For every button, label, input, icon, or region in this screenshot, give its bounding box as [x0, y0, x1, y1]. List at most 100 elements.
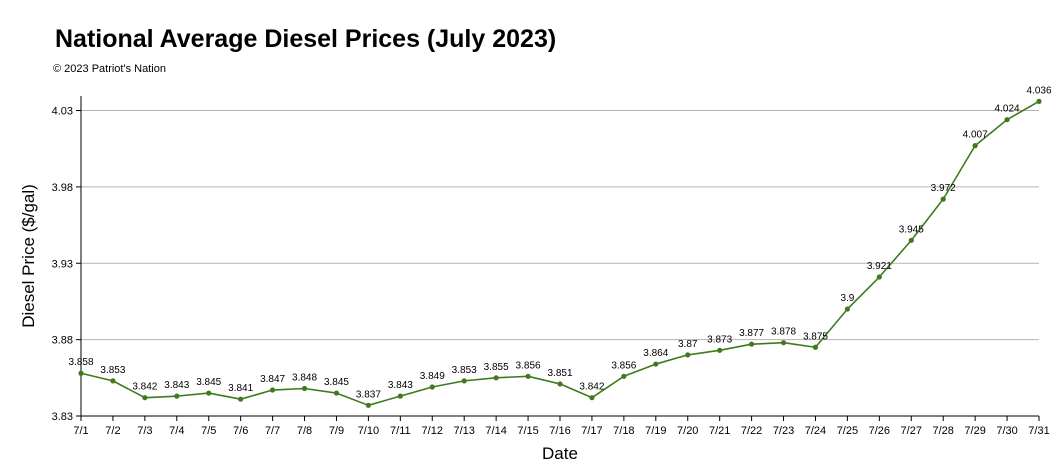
data-label: 3.9 — [840, 293, 854, 304]
axes — [76, 96, 1040, 421]
x-tick-label: 7/28 — [932, 425, 953, 437]
y-axis-title: Diesel Price ($/gal) — [19, 184, 38, 328]
data-point — [365, 402, 371, 408]
x-tick-label: 7/7 — [265, 425, 280, 437]
x-tick-label: 7/3 — [137, 425, 152, 437]
x-tick-label: 7/5 — [201, 425, 216, 437]
data-point — [749, 341, 755, 347]
data-point — [908, 237, 914, 243]
y-tick-label: 3.83 — [52, 411, 73, 423]
data-label: 3.842 — [579, 382, 604, 393]
x-tick-label: 7/11 — [390, 425, 411, 437]
data-label: 3.853 — [100, 365, 125, 376]
data-label: 3.855 — [484, 362, 509, 373]
data-point — [844, 306, 851, 312]
x-tick-label: 7/14 — [485, 425, 506, 437]
data-label: 3.875 — [803, 331, 828, 342]
data-label: 4.036 — [1026, 85, 1051, 96]
x-tick-label: 7/4 — [169, 425, 184, 437]
data-label: 3.945 — [899, 224, 924, 235]
x-tick-label: 7/2 — [105, 425, 120, 437]
data-label: 3.877 — [739, 328, 764, 339]
x-tick-label: 7/26 — [869, 425, 890, 437]
data-label: 3.921 — [867, 261, 892, 272]
data-label: 3.849 — [420, 371, 445, 382]
y-tick-labels: 3.83 3.88 3.93 3.98 4.03 — [52, 106, 73, 423]
data-label: 3.856 — [611, 360, 636, 371]
x-tick-label: 7/19 — [645, 425, 666, 437]
x-tick-label: 7/29 — [964, 425, 985, 437]
data-point — [876, 274, 882, 280]
series-line — [80, 100, 1040, 407]
data-point — [685, 352, 691, 358]
data-label: 3.847 — [260, 374, 285, 385]
chart-title: National Average Diesel Prices (July 202… — [55, 25, 557, 53]
x-tick-labels: 7/1 7/2 7/3 7/4 7/5 7/6 7/7 7/8 7/9 7/10 7/11 7/12 7… — [73, 425, 1049, 437]
data-point — [429, 384, 435, 390]
price-series — [78, 98, 1042, 408]
data-point — [589, 395, 595, 401]
data-point — [110, 378, 116, 384]
data-point — [301, 385, 308, 392]
data-point — [972, 143, 978, 149]
data-label: 3.878 — [771, 327, 796, 338]
data-label: 3.848 — [292, 373, 317, 384]
y-tick-label: 3.93 — [52, 258, 73, 270]
data-point — [238, 396, 244, 402]
data-label: 3.851 — [547, 368, 572, 379]
data-label: 3.873 — [707, 334, 732, 345]
data-point — [525, 373, 531, 379]
data-point — [557, 381, 563, 387]
data-label: 3.842 — [132, 382, 157, 393]
data-point — [333, 390, 340, 396]
chart-subtitle: © 2023 Patriot's Nation — [53, 63, 166, 75]
x-tick-label: 7/8 — [297, 425, 312, 437]
data-point — [812, 344, 819, 350]
data-point — [174, 393, 180, 399]
data-label: 3.864 — [643, 348, 668, 359]
x-tick-label: 7/13 — [453, 425, 474, 437]
y-tick-label: 3.88 — [52, 335, 73, 347]
x-tick-label: 7/6 — [233, 425, 248, 437]
data-point — [270, 387, 276, 393]
x-tick-label: 7/10 — [358, 425, 379, 437]
data-point — [1004, 117, 1010, 123]
x-tick-label: 7/31 — [1028, 425, 1049, 437]
data-label: 3.858 — [68, 357, 93, 368]
x-axis-title: Date — [542, 444, 578, 463]
x-tick-label: 7/16 — [549, 425, 570, 437]
data-label: 3.837 — [356, 389, 381, 400]
data-label: 4.024 — [995, 104, 1020, 115]
x-tick-label: 7/20 — [677, 425, 698, 437]
data-label: 3.856 — [516, 360, 541, 371]
data-label: 3.843 — [164, 380, 189, 391]
data-label: 3.843 — [388, 380, 413, 391]
data-point — [940, 196, 946, 202]
x-tick-label: 7/25 — [837, 425, 858, 437]
x-tick-label: 7/9 — [329, 425, 344, 437]
data-label: 3.972 — [931, 183, 956, 194]
data-labels: 3.858 3.853 3.842 3.843 3.845 3.841 3.847 3.848… — [68, 85, 1051, 400]
y-tick-label: 3.98 — [52, 182, 73, 194]
data-point — [461, 378, 467, 384]
data-point — [653, 361, 659, 367]
data-label: 3.845 — [324, 377, 349, 388]
data-label: 4.007 — [963, 130, 988, 141]
data-label: 3.845 — [196, 377, 221, 388]
x-tick-label: 7/1 — [73, 425, 88, 437]
data-point — [621, 373, 627, 379]
x-tick-label: 7/15 — [517, 425, 538, 437]
data-point — [780, 340, 787, 346]
x-tick-label: 7/18 — [613, 425, 634, 437]
x-tick-label: 7/24 — [805, 425, 826, 437]
data-point — [493, 375, 499, 381]
x-tick-label: 7/27 — [901, 425, 922, 437]
x-tick-label: 7/12 — [422, 425, 443, 437]
data-label: 3.841 — [228, 383, 253, 394]
data-label: 3.87 — [678, 339, 698, 350]
x-tick-label: 7/22 — [741, 425, 762, 437]
grid-lines — [81, 110, 1039, 341]
x-tick-label: 7/21 — [709, 425, 730, 437]
data-point — [78, 370, 84, 376]
